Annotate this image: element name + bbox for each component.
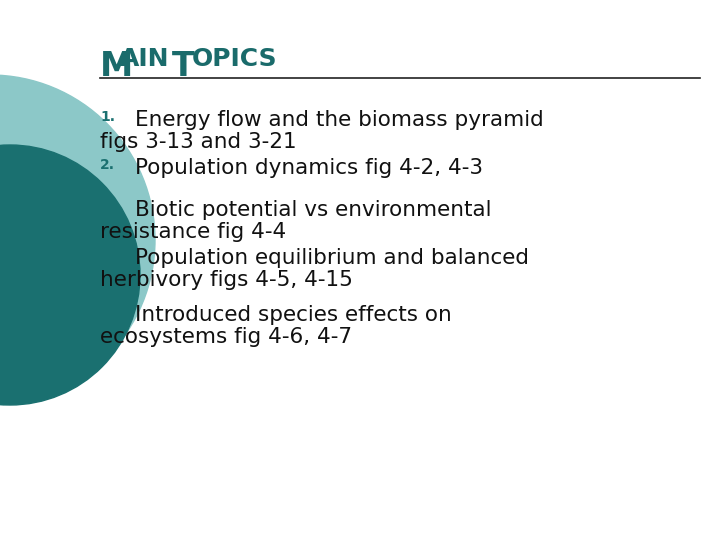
Text: M: M (100, 50, 133, 83)
Text: Population dynamics fig 4-2, 4-3: Population dynamics fig 4-2, 4-3 (135, 158, 483, 178)
Text: 5.: 5. (100, 305, 115, 319)
Text: Biotic potential vs environmental: Biotic potential vs environmental (135, 200, 492, 220)
Text: Introduced species effects on: Introduced species effects on (135, 305, 451, 325)
Text: ecosystems fig 4-6, 4-7: ecosystems fig 4-6, 4-7 (100, 327, 352, 347)
Text: T: T (172, 50, 194, 83)
Text: 3.: 3. (100, 200, 115, 214)
Text: figs 3-13 and 3-21: figs 3-13 and 3-21 (100, 132, 297, 152)
Text: 2.: 2. (100, 158, 115, 172)
Text: 1.: 1. (100, 110, 115, 124)
Text: OPICS: OPICS (192, 47, 278, 71)
Circle shape (0, 145, 140, 405)
Text: Population equilibrium and balanced: Population equilibrium and balanced (135, 248, 529, 268)
Circle shape (0, 75, 155, 405)
Text: resistance fig 4-4: resistance fig 4-4 (100, 222, 287, 242)
Text: 4.: 4. (100, 248, 115, 262)
Text: Energy flow and the biomass pyramid: Energy flow and the biomass pyramid (135, 110, 544, 130)
Text: herbivory figs 4-5, 4-15: herbivory figs 4-5, 4-15 (100, 270, 353, 290)
Text: AIN: AIN (120, 47, 169, 71)
